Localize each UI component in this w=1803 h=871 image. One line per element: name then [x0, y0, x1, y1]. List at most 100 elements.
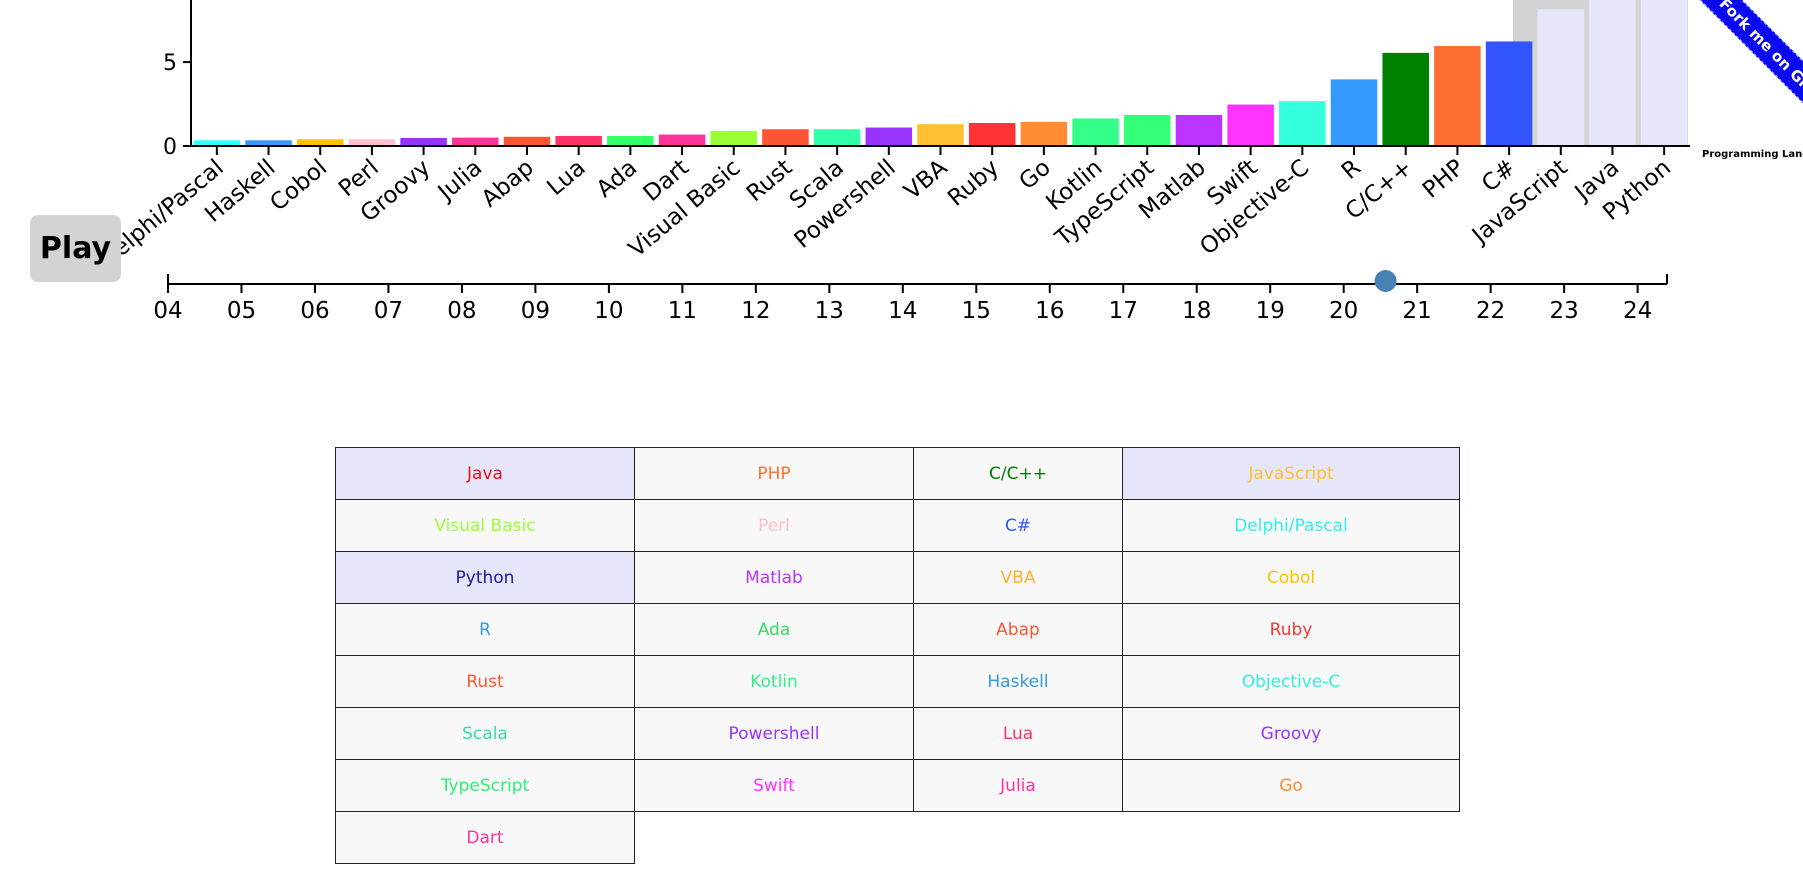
- bar: [1227, 104, 1274, 146]
- bar: [710, 130, 758, 146]
- table-cell: Rust: [335, 655, 635, 708]
- table-cell: Haskell: [913, 655, 1123, 708]
- x-axis-label: Programming Languag: [1702, 149, 1803, 160]
- slider-tick-label: 05: [227, 298, 256, 324]
- bar: [1589, 0, 1636, 147]
- table-cell: Powershell: [634, 707, 914, 760]
- bar: [813, 129, 861, 146]
- bar: [1485, 41, 1533, 146]
- slider-tick-label: 06: [300, 298, 329, 324]
- table-row: Visual Basic Perl C# Delphi/Pascal: [335, 499, 1460, 552]
- bar: [503, 136, 551, 146]
- y-tick-label: 5: [163, 51, 177, 76]
- table-cell: VBA: [913, 551, 1123, 604]
- bar: [607, 135, 654, 146]
- bar: [296, 139, 344, 146]
- table-cell: Cobol: [1122, 551, 1460, 604]
- slider-tick-label: 22: [1476, 298, 1505, 324]
- slider-tick-label: 07: [374, 298, 403, 324]
- bar: [762, 129, 809, 146]
- bar: [1020, 121, 1068, 146]
- table-cell: Visual Basic: [335, 499, 635, 552]
- bar: [1382, 52, 1429, 146]
- table-row: Rust Kotlin Haskell Objective-C: [335, 655, 1460, 708]
- table-row: Java PHP C/C++ JavaScript: [335, 447, 1460, 500]
- bar: [1330, 79, 1378, 146]
- slider-tick-label: 12: [741, 298, 770, 324]
- slider-tick-label: 13: [815, 298, 844, 324]
- x-tick-label: Abap: [477, 155, 539, 213]
- table-cell: Swift: [634, 759, 914, 812]
- table-cell: Python: [335, 551, 635, 604]
- table-cell: Lua: [913, 707, 1123, 760]
- bar: [555, 135, 602, 146]
- bar-chart: Programming Languag 05Delphi/PascalHaske…: [94, 0, 1803, 260]
- slider-tick-label: 18: [1182, 298, 1211, 324]
- slider-tick-label: 15: [962, 298, 991, 324]
- table-row: Scala Powershell Lua Groovy: [335, 707, 1460, 760]
- bar: [193, 140, 241, 146]
- x-tick-label: R: [1337, 155, 1366, 185]
- table-cell: Kotlin: [634, 655, 914, 708]
- slider-tick-label: 10: [594, 298, 623, 324]
- table-cell: Objective-C: [1122, 655, 1460, 708]
- bar: [1640, 0, 1688, 147]
- bar: [1537, 9, 1585, 146]
- table-cell: Groovy: [1122, 707, 1460, 760]
- table-cell: Perl: [634, 499, 914, 552]
- slider-tick-label: 09: [521, 298, 550, 324]
- table-cell: Ada: [634, 603, 914, 656]
- x-tick-label: Lua: [542, 155, 590, 201]
- table-cell: JavaScript: [1122, 447, 1460, 500]
- play-button[interactable]: Play: [30, 215, 121, 282]
- x-tick-label: Ada: [592, 155, 642, 203]
- table-cell: Java: [335, 447, 635, 500]
- bar: [1072, 118, 1119, 146]
- table-cell: C/C++: [913, 447, 1123, 500]
- slider-tick-label: 04: [153, 298, 182, 324]
- bar: [1123, 114, 1171, 146]
- bar: [348, 139, 396, 146]
- table-cell: Julia: [913, 759, 1123, 812]
- bar: [400, 137, 447, 146]
- table-cell: PHP: [634, 447, 914, 500]
- table-cell: Go: [1122, 759, 1460, 812]
- bar: [917, 124, 964, 146]
- slider-tick-label: 19: [1256, 298, 1285, 324]
- table-cell: Ruby: [1122, 603, 1460, 656]
- slider-tick-label: 21: [1403, 298, 1432, 324]
- bar: [1279, 101, 1326, 146]
- slider-tick-label: 14: [888, 298, 917, 324]
- table-cell: Delphi/Pascal: [1122, 499, 1460, 552]
- bar: [245, 140, 292, 146]
- x-tick-label: Cobol: [265, 155, 332, 217]
- table-cell: Matlab: [634, 551, 914, 604]
- table-row: Python Matlab VBA Cobol: [335, 551, 1460, 604]
- table-row: R Ada Abap Ruby: [335, 603, 1460, 656]
- bar: [968, 123, 1016, 146]
- bar: [1175, 114, 1223, 146]
- bar: [658, 134, 706, 146]
- slider-tick-label: 08: [447, 298, 476, 324]
- table-cell: Scala: [335, 707, 635, 760]
- slider-tick-label: 24: [1623, 298, 1652, 324]
- table-cell: Dart: [335, 811, 635, 864]
- x-tick-label: Ruby: [943, 155, 1004, 212]
- slider-tick-label: 23: [1549, 298, 1578, 324]
- slider-tick-label: 11: [668, 298, 697, 324]
- x-tick-label: JavaScript: [1466, 155, 1573, 250]
- table-row: TypeScript Swift Julia Go: [335, 759, 1460, 812]
- x-tick-label: PHP: [1418, 155, 1469, 204]
- table-cell: R: [335, 603, 635, 656]
- bar: [452, 137, 499, 146]
- table-cell: Abap: [913, 603, 1123, 656]
- github-ribbon[interactable]: Fork me on GitHub: [1686, 0, 1803, 149]
- language-table: Java PHP C/C++ JavaScript Visual Basic Perl C#…: [335, 447, 1460, 864]
- table-cell: C#: [913, 499, 1123, 552]
- slider-handle[interactable]: [1374, 270, 1397, 292]
- slider-tick-label: 20: [1329, 298, 1358, 324]
- table-row: Dart: [335, 811, 1460, 864]
- year-slider[interactable]: 04 05 06 07 08 09 10 11 12 13 14 15 16 17 18 19 20 21 22 23…: [0, 260, 1803, 370]
- x-tick-label: VBA: [899, 155, 952, 205]
